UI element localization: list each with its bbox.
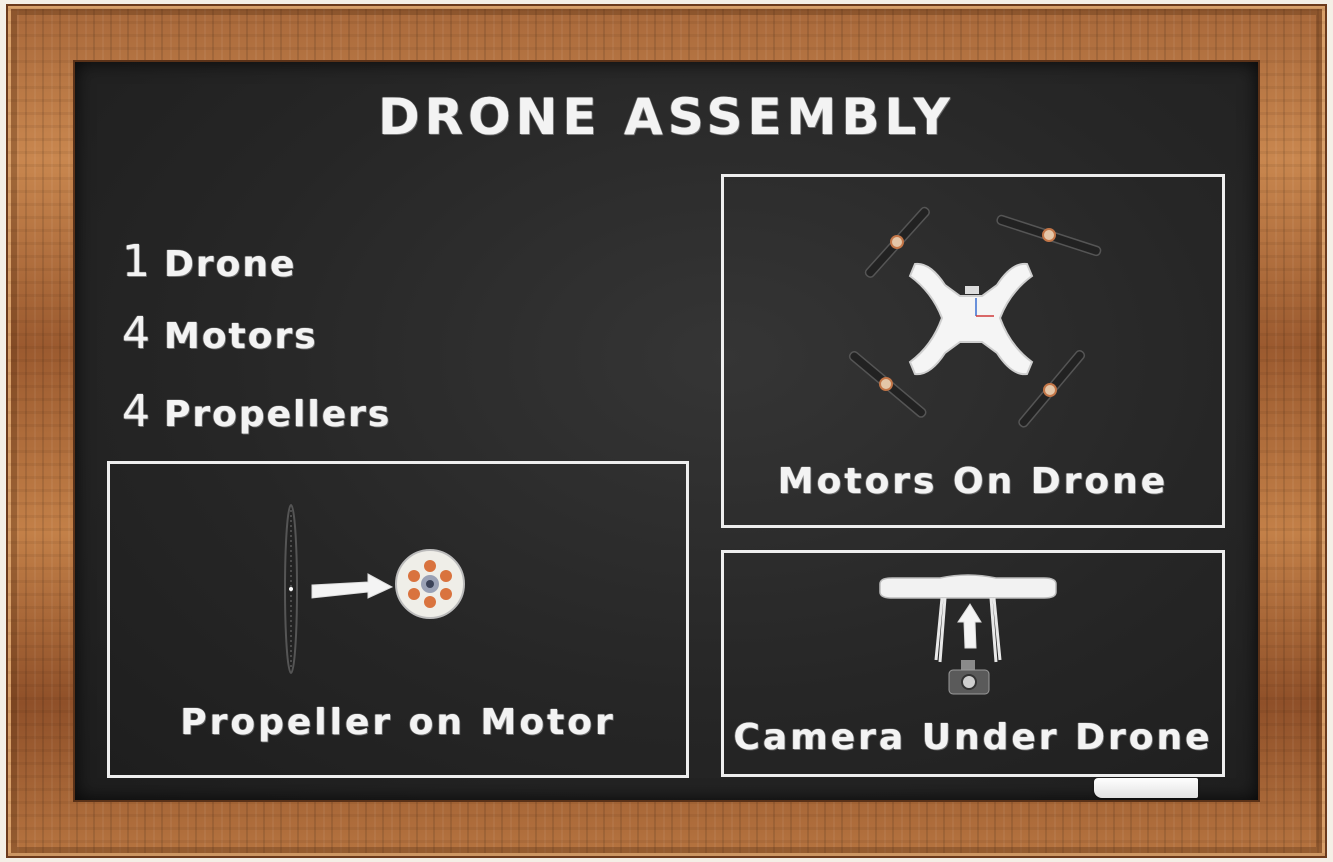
panel-label: Motors On Drone: [777, 461, 1169, 502]
propeller-icon: [996, 214, 1102, 257]
panel-propeller-on-motor: Propeller on Motor: [107, 461, 689, 778]
list-item-motors: 4 Motors: [122, 308, 318, 359]
item-count: 4: [122, 308, 152, 359]
list-item-drone: 1 Drone: [122, 236, 296, 287]
list-item-propellers: 4 Propellers: [122, 386, 391, 437]
arrow-icon: [311, 573, 394, 599]
item-name: Motors: [164, 316, 318, 357]
panel-motors-on-drone: Motors On Drone: [721, 174, 1225, 528]
up-arrow-icon: [957, 603, 982, 649]
drone-body-icon: [908, 262, 1034, 376]
chalkboard: [73, 60, 1260, 802]
propeller-icon: [1018, 350, 1086, 428]
propeller-icon: [848, 350, 927, 418]
item-count: 4: [122, 386, 152, 437]
panel-camera-under-drone: Camera Under Drone: [721, 550, 1225, 777]
panel-label: Propeller on Motor: [180, 702, 616, 743]
page-title: DRONE ASSEMBLY: [378, 88, 955, 146]
camera-icon: [948, 660, 990, 695]
item-name: Drone: [164, 244, 297, 285]
item-name: Propellers: [164, 394, 392, 435]
item-count: 1: [122, 236, 152, 287]
drone-side-view-icon: [879, 574, 1057, 663]
propeller-icon: [284, 504, 298, 674]
motor-icon: [395, 549, 465, 619]
panel-label: Camera Under Drone: [733, 717, 1213, 758]
propeller-icon: [864, 206, 930, 278]
chalk-piece: [1094, 778, 1198, 798]
